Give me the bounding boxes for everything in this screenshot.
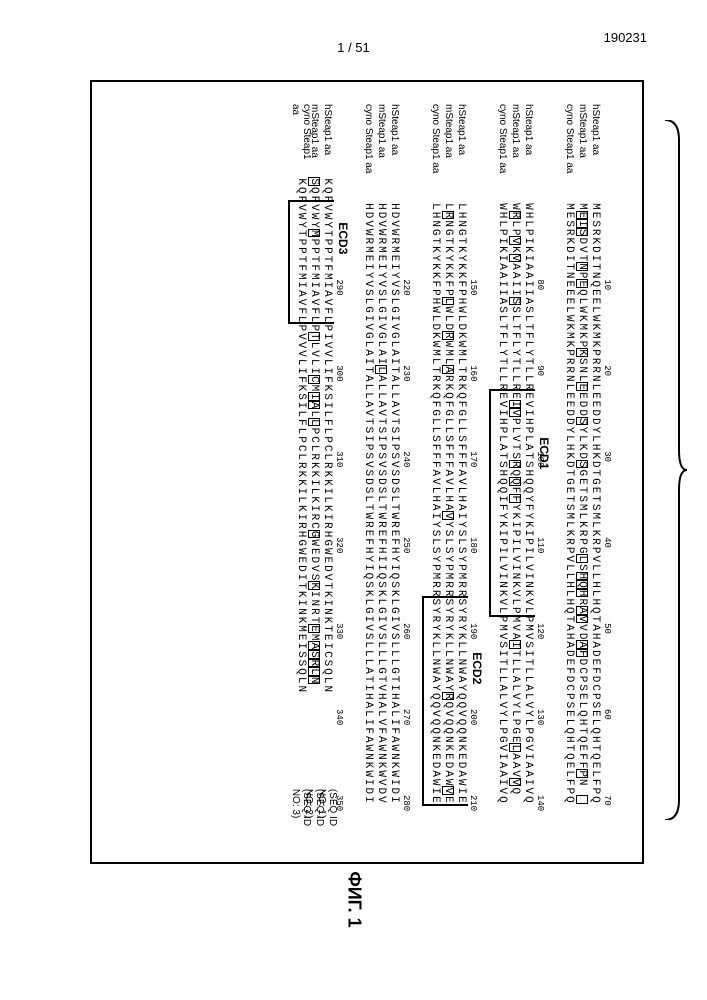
sequence: MEISDVTNPEQLWKMKPKSNLEEDDSYLKDSGETSMLKRP…: [577, 202, 589, 804]
ecd-label: ECD3: [336, 222, 350, 254]
sequence-row: mSteap1 aaSQFVWYMPPTFMIAVFLPTLVLICMIALLP…: [308, 104, 321, 840]
sequence: HDVWRMEIYVSLGIVGLAILALLAVTSIPSVSDSLTWREF…: [376, 202, 388, 804]
row-label: hSteap1 aa: [523, 104, 534, 202]
sequence: LRNGTKYKKFPLWLDRWMLARKQFGLLSFFFAVLHAVYSL…: [443, 202, 455, 804]
alignment-block: 290300310320330340350hSteap1 aaKQFVWYTPP…: [295, 104, 344, 840]
seq-id-label: (SEQ ID NO: 3): [291, 789, 313, 840]
sequence-row: mSteap1 aaHDVWRMEIYVSLGIVGLAILALLAVTSIPS…: [375, 104, 388, 840]
sequence-row: cyno Steap1 aaHDVWRMEIYVSLGIVGLAITALLAVT…: [362, 104, 375, 840]
sequence: WHLPIKIAAIIASLTFLYTLLREVIHPLATSHQQIFYKIP…: [497, 202, 509, 804]
sequence-row: hSteap1 aaLHNGTKYKKFPHWLDKWMLTRKQFGLLSFF…: [455, 104, 468, 840]
document-id: 190231: [604, 30, 647, 45]
sequence: LHNGTKYKKFPHWLDKWMLTRKQFGLLSFFFAVLHAIYSL…: [456, 202, 468, 804]
row-label: hSteap1 aa: [590, 104, 601, 202]
row-label: cyno Steap1 aa: [430, 104, 441, 202]
alignment-block: 10203040506070hSteap1 aaMESRKDITNQEELWKM…: [563, 104, 612, 840]
sequence-row: mSteap1 aaLRNGTKYKKFPLWLDRWMLARKQFGLLSFF…: [442, 104, 455, 840]
alignment-block: 8090100110120130140hSteap1 aaWHLPIKIAAII…: [496, 104, 545, 840]
row-label: mSteap1 aa: [577, 104, 588, 202]
sequence-row: hSteap1 aaMESRKDITNQEELWKMKPRRNLEEDDYLHK…: [589, 104, 602, 840]
row-label: cyno Steap1 aa: [291, 104, 313, 177]
position-ruler: 220230240250260270280: [401, 202, 411, 840]
position-ruler: 8090100110120130140: [535, 202, 545, 840]
sequence: KQFVWYTPPTFMIAVFLPVVVLIFKSILFLPCLRKKILKI…: [296, 177, 308, 779]
sequence-row: hSteap1 aaHDVWRMEIYVSLGIVGLAITALLAVTSIPS…: [388, 104, 401, 840]
sequence: MESRKDITNQEELWKMKPRRNLEEDDYLHKDTGETSMLKR…: [590, 202, 602, 804]
row-label: cyno Steap1 aa: [363, 104, 374, 202]
position-ruler: 10203040506070: [602, 202, 612, 840]
sequence: HDVWRMEIYVSLGIVGLAITALLAVTSIPSVSDSLTWREF…: [363, 202, 375, 804]
sequence-row: cyno Steap1 aaLHNGTKYKKFPHWLDKWMLTRKQFGL…: [429, 104, 442, 840]
sequence: LHNGTKYKKFPHWLDKWMLTRKQFGLLSFFFAVLHAIYSL…: [430, 202, 442, 804]
row-label: mSteap1 aa: [376, 104, 387, 202]
row-label: cyno Steap1 aa: [564, 104, 575, 202]
sequence-row: mSteap1 aaMEISDVTNPEQLWKMKPKSNLEEDDSYLKD…: [576, 104, 589, 840]
sequence: WRLPVKVAAIISSLTFLYTLLREIVPLVTSRQQFFYKIPI…: [510, 202, 522, 804]
sequence-row: mSteap1 aaWRLPVKVAAIISSLTFLYTLLREIVPLVTS…: [509, 104, 522, 840]
sequence: KQFVWYTPPTFMIAVFLPIVVLIFKSILFLPCLRKKILKI…: [322, 177, 334, 779]
sequence: WHLPIKIAAIIASLTFLYTLLREVIHPLATSHQQYFYKIP…: [523, 202, 535, 804]
figure-box: 10203040506070hSteap1 aaMESRKDITNQEELWKM…: [90, 80, 644, 864]
row-label: hSteap1 aa: [456, 104, 467, 202]
row-label: mSteap1 aa: [443, 104, 454, 202]
ecd-label: ECD2: [470, 652, 484, 684]
sequence-row: hSteap1 aaKQFVWYTPPTFMIAVFLPIVVLIFKSILFL…: [321, 104, 334, 840]
sequence: MESRKDITNEEELWKMKPRRNLEEDDYLHKDTGETSMLKR…: [564, 202, 576, 804]
figure-caption: ФИГ. 1: [343, 871, 364, 927]
ecd-label: ECD1: [537, 437, 551, 469]
sequence-row: cyno Steap1 aaMESRKDITNEEELWKMKPRRNLEEDD…: [563, 104, 576, 840]
curly-brace-icon: [657, 120, 687, 820]
row-label: hSteap1 aa: [389, 104, 400, 202]
position-ruler: 150160170180190200210: [468, 202, 478, 840]
page-number: 1 / 51: [337, 40, 370, 55]
sequence-row: cyno Steap1 aaWHLPIKIAAIIASLTFLYTLLREVIH…: [496, 104, 509, 840]
sequence-row: hSteap1 aaWHLPIKIAAIIASLTFLYTLLREVIHPLAT…: [522, 104, 535, 840]
sequence-row: cyno Steap1 aaKQFVWYTPPTFMIAVFLPVVVLIFKS…: [295, 104, 308, 840]
row-label: cyno Steap1 aa: [497, 104, 508, 202]
sequence: HDVWRMEIYVSLGIVGLAITALLAVTSIPSVSDSLTWREF…: [389, 202, 401, 804]
alignment-block: 220230240250260270280hSteap1 aaHDVWRMEIY…: [362, 104, 411, 840]
alignment-block: 150160170180190200210hSteap1 aaLHNGTKYKK…: [429, 104, 478, 840]
row-label: mSteap1 aa: [510, 104, 521, 202]
position-ruler: 290300310320330340350: [334, 202, 344, 840]
sequence-alignment: 10203040506070hSteap1 aaMESRKDITNQEELWKM…: [92, 82, 642, 862]
row-label: hSteap1 aa: [322, 104, 333, 177]
sequence: SQFVWYMPPTFMIAVFLPTLVLICMIALLPCLRKKILKIR…: [309, 177, 321, 779]
